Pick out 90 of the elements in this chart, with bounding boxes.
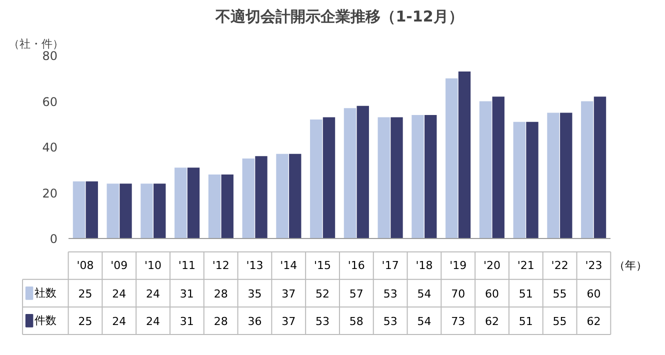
x-tick-label: '08 bbox=[76, 259, 94, 272]
bar bbox=[289, 154, 302, 238]
bar bbox=[86, 181, 98, 238]
x-tick-label: '21 bbox=[517, 259, 534, 272]
bar bbox=[242, 158, 254, 238]
bar bbox=[310, 120, 322, 238]
data-label: 52 bbox=[316, 288, 330, 301]
data-label: 24 bbox=[146, 288, 160, 301]
bar bbox=[594, 96, 606, 238]
data-label: 53 bbox=[383, 288, 398, 301]
bar bbox=[322, 117, 336, 238]
bar bbox=[140, 184, 153, 238]
data-label: 53 bbox=[316, 315, 330, 328]
x-tick-label: '09 bbox=[110, 259, 128, 272]
data-label: 70 bbox=[451, 288, 466, 301]
data-label: 25 bbox=[78, 288, 92, 301]
x-tick-label: '18 bbox=[416, 259, 433, 272]
x-tick-label: '14 bbox=[280, 259, 298, 272]
x-tick-label: '12 bbox=[212, 259, 230, 272]
data-label: 60 bbox=[586, 288, 601, 301]
legend-label: 社数 bbox=[34, 286, 56, 300]
data-label: 24 bbox=[112, 288, 126, 301]
bar bbox=[208, 174, 221, 238]
data-label: 36 bbox=[248, 315, 262, 328]
y-tick-label: 40 bbox=[42, 140, 58, 154]
bar bbox=[424, 114, 437, 238]
x-tick-label: '23 bbox=[585, 259, 602, 272]
y-axis-title: （社・件） bbox=[8, 38, 64, 50]
data-label: 60 bbox=[485, 288, 500, 301]
x-tick-label: '19 bbox=[450, 259, 467, 272]
data-label: 37 bbox=[282, 315, 296, 328]
data-label: 55 bbox=[552, 315, 567, 328]
data-label: 25 bbox=[78, 315, 92, 328]
bar bbox=[581, 101, 594, 238]
bar bbox=[560, 112, 572, 238]
data-label: 62 bbox=[586, 315, 601, 328]
data-label: 62 bbox=[485, 315, 500, 328]
bar bbox=[174, 168, 187, 238]
bar bbox=[412, 114, 424, 238]
y-tick-label: 80 bbox=[42, 49, 58, 63]
bar bbox=[526, 122, 538, 238]
y-tick-label: 60 bbox=[42, 94, 58, 109]
x-tick-label: '20 bbox=[484, 259, 501, 272]
data-label: 51 bbox=[518, 315, 533, 328]
bar bbox=[492, 96, 504, 238]
bar bbox=[390, 117, 403, 238]
data-label: 55 bbox=[552, 288, 567, 301]
bar bbox=[479, 101, 492, 238]
x-tick-label: '13 bbox=[246, 259, 264, 272]
data-label: 54 bbox=[417, 315, 432, 328]
x-tick-label: '10 bbox=[144, 259, 162, 272]
y-tick-label: 20 bbox=[42, 186, 58, 200]
x-tick-label: '17 bbox=[382, 259, 399, 272]
bar bbox=[154, 184, 166, 238]
bar bbox=[221, 174, 234, 238]
y-tick-label: 0 bbox=[50, 232, 58, 246]
bar bbox=[378, 117, 390, 238]
x-tick-label: '11 bbox=[178, 259, 196, 272]
data-label: 35 bbox=[248, 288, 262, 301]
data-label: 73 bbox=[451, 315, 466, 328]
x-tick-label: '15 bbox=[314, 259, 332, 272]
data-label: 53 bbox=[383, 315, 398, 328]
x-axis-title: （年） bbox=[614, 259, 648, 272]
bar bbox=[446, 78, 458, 238]
data-label: 37 bbox=[282, 288, 296, 301]
bar bbox=[344, 108, 356, 238]
bar bbox=[72, 181, 86, 238]
data-label: 24 bbox=[146, 315, 160, 328]
bar bbox=[106, 184, 119, 238]
data-label: 24 bbox=[112, 315, 126, 328]
x-tick-label: '22 bbox=[551, 259, 568, 272]
bar bbox=[458, 72, 471, 238]
data-label: 54 bbox=[417, 288, 432, 301]
bar bbox=[187, 168, 200, 238]
chart-title: 不適切会計開示企業推移（1-12月） bbox=[214, 8, 464, 26]
x-tick-label: '16 bbox=[348, 259, 365, 272]
bar bbox=[120, 184, 132, 238]
bar bbox=[513, 122, 526, 238]
legend-label: 件数 bbox=[34, 314, 56, 328]
data-label: 31 bbox=[180, 288, 194, 301]
data-label: 51 bbox=[518, 288, 533, 301]
bar bbox=[356, 106, 369, 238]
bar bbox=[255, 156, 268, 238]
data-label: 58 bbox=[349, 315, 364, 328]
data-label: 28 bbox=[214, 315, 228, 328]
bar bbox=[547, 112, 560, 238]
data-label: 57 bbox=[349, 288, 364, 301]
bar bbox=[276, 154, 288, 238]
data-label: 28 bbox=[214, 288, 228, 301]
data-label: 31 bbox=[180, 315, 194, 328]
